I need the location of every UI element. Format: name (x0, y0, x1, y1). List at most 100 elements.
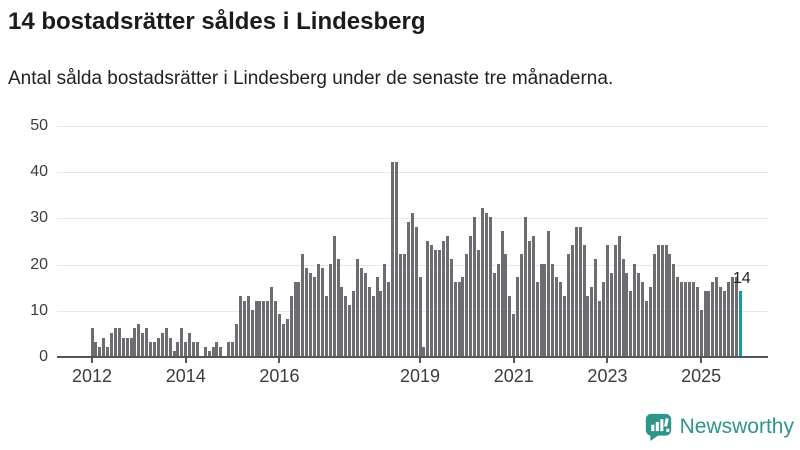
bar-month-51 (289, 295, 293, 356)
bar-month-61 (328, 263, 332, 356)
bar-month-23 (180, 328, 184, 356)
bar-month-76 (387, 282, 391, 356)
bar-month-32 (215, 342, 219, 356)
bar-month-63 (336, 258, 340, 356)
bar-month-58 (316, 263, 320, 356)
bar-month-74 (379, 291, 383, 356)
bar-month-73 (375, 277, 379, 356)
bar-month-12 (137, 323, 141, 356)
bar-month-111 (523, 217, 527, 356)
bar-month-50 (285, 319, 289, 356)
bar-month-110 (520, 254, 524, 356)
x-tick-2019 (419, 357, 422, 363)
bar-month-70 (363, 272, 367, 356)
bar-month-164 (730, 277, 734, 356)
bar-month-156 (699, 309, 703, 356)
x-tick-2014 (184, 357, 187, 363)
bar-chart-speech-bubble-icon (645, 413, 671, 442)
bar-month-4 (106, 346, 110, 356)
bar-month-152 (684, 282, 688, 356)
bar-month-68 (356, 258, 360, 356)
bar-month-137 (625, 272, 629, 356)
bar-month-115 (539, 263, 543, 356)
bar-month-65 (344, 295, 348, 356)
x-tick-2016 (278, 357, 281, 363)
latest-value-label: 14 (732, 270, 751, 288)
bar-month-52 (293, 282, 297, 356)
y-axis-label-0: 0 (39, 348, 48, 365)
bar-month-151 (680, 282, 684, 356)
y-axis-label-30: 30 (30, 209, 48, 227)
bar-month-48 (277, 314, 281, 356)
bar-month-55 (305, 268, 309, 356)
bar-month-141 (641, 282, 645, 356)
chart-subtitle: Antal sålda bostadsrätter i Lindesberg u… (8, 68, 614, 89)
bar-month-77 (391, 161, 395, 356)
bar-month-161 (719, 286, 723, 356)
y-axis-label-40: 40 (30, 163, 48, 181)
bar-month-27 (195, 342, 199, 356)
bar-month-158 (707, 291, 711, 356)
x-axis-label-2025: 2025 (681, 366, 722, 386)
bar-month-71 (367, 286, 371, 356)
bar-month-22 (176, 342, 180, 356)
bar-month-49 (281, 323, 285, 356)
bar-month-25 (188, 332, 192, 356)
bar-month-103 (492, 272, 496, 356)
x-axis-label-2014: 2014 (165, 366, 206, 386)
bar-month-99 (477, 249, 481, 356)
bar-month-145 (656, 245, 660, 356)
bar-month-29 (203, 346, 207, 356)
bar-month-124 (574, 226, 578, 356)
bar-month-41 (250, 309, 254, 356)
bar-latest-highlight (738, 291, 742, 356)
bar-month-44 (262, 300, 266, 356)
bar-month-105 (500, 231, 504, 356)
bar-month-7 (117, 328, 121, 356)
bar-month-131 (602, 282, 606, 356)
bar-month-143 (648, 286, 652, 356)
x-axis-label-2021: 2021 (493, 366, 534, 386)
bar-month-35 (227, 342, 231, 356)
bar-month-97 (469, 235, 473, 356)
bar-month-66 (348, 305, 352, 356)
bar-month-120 (559, 282, 563, 356)
bar-month-140 (637, 272, 641, 356)
bar-month-40 (246, 295, 250, 356)
bar-month-101 (484, 212, 488, 356)
y-axis-label-50: 50 (30, 117, 48, 134)
bar-month-85 (422, 346, 426, 356)
bar-month-57 (313, 277, 317, 356)
bar-month-75 (383, 263, 387, 356)
bar-month-88 (434, 249, 438, 356)
brand-name: Newsworthy (679, 415, 794, 438)
bar-month-147 (664, 245, 668, 356)
bar-month-121 (563, 295, 566, 356)
bar-month-104 (496, 263, 500, 356)
bar-month-95 (461, 277, 465, 356)
bar-month-146 (660, 245, 664, 356)
bar-month-119 (555, 277, 559, 356)
bar-month-122 (566, 254, 570, 356)
bar-month-135 (617, 235, 621, 356)
bar-month-155 (695, 286, 699, 356)
bar-month-78 (395, 161, 399, 356)
bar-month-0 (90, 328, 94, 356)
bar-month-37 (234, 323, 238, 356)
bar-month-142 (645, 300, 648, 356)
bar-month-130 (598, 300, 602, 356)
x-axis-label-2016: 2016 (259, 366, 300, 386)
bar-month-94 (457, 282, 461, 356)
bar-month-60 (324, 295, 328, 356)
bar-month-26 (192, 342, 196, 356)
x-tick-2012 (91, 357, 93, 363)
bar-month-30 (207, 351, 211, 356)
bar-month-13 (141, 332, 145, 356)
bar-month-157 (703, 291, 707, 356)
bar-month-113 (531, 235, 535, 356)
bar-month-154 (691, 282, 695, 356)
chart-title: 14 bostadsrätter såldes i Lindesberg (8, 8, 426, 35)
bar-month-136 (621, 258, 625, 356)
bar-month-93 (453, 282, 457, 356)
bar-month-53 (297, 282, 301, 356)
